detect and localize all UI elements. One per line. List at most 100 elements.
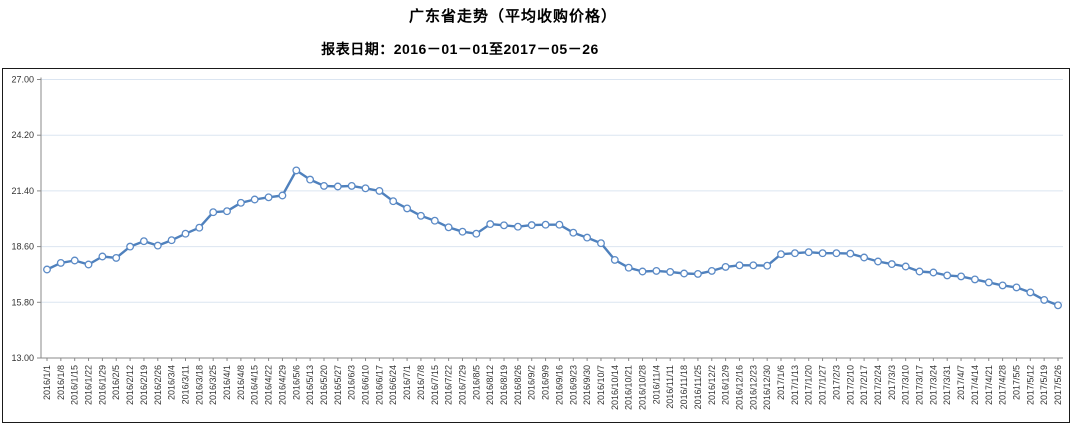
- data-point[interactable]: [957, 272, 966, 281]
- data-point[interactable]: [874, 257, 882, 266]
- data-point[interactable]: [486, 220, 495, 229]
- data-point[interactable]: [832, 249, 841, 258]
- data-point[interactable]: [998, 281, 1007, 290]
- data-point[interactable]: [804, 248, 813, 257]
- data-point[interactable]: [790, 249, 799, 258]
- data-point[interactable]: [624, 263, 633, 272]
- data-point[interactable]: [569, 228, 578, 237]
- data-point[interactable]: [56, 258, 65, 267]
- data-point[interactable]: [361, 184, 370, 193]
- data-point[interactable]: [139, 237, 148, 246]
- data-point[interactable]: [153, 241, 162, 250]
- data-point[interactable]: [735, 261, 744, 270]
- data-point[interactable]: [195, 223, 204, 232]
- data-point[interactable]: [887, 260, 896, 269]
- y-tick-label: 24.20: [11, 130, 34, 140]
- x-tick-label: 2016/10/28: [638, 365, 648, 410]
- x-tick-label: 2016/7/8: [416, 365, 426, 400]
- data-point[interactable]: [763, 261, 772, 270]
- data-point[interactable]: [846, 249, 855, 258]
- line-chart: 13.00 15.80 18.60 21.40 24.20 27.00 2016/1/1 20…: [11, 74, 1063, 410]
- data-point[interactable]: [181, 229, 190, 238]
- data-point[interactable]: [43, 265, 51, 274]
- data-point[interactable]: [970, 275, 979, 284]
- x-tick-label: 2016/6/3: [347, 365, 357, 400]
- data-point[interactable]: [1012, 283, 1021, 292]
- x-tick-label: 2017/2/24: [873, 365, 883, 405]
- x-tick-label: 2017/4/28: [998, 365, 1008, 405]
- chart-title: 广东省走势（平均收购价格）: [408, 8, 617, 25]
- data-point[interactable]: [984, 278, 993, 287]
- x-tick-label: 2017/1/20: [804, 365, 814, 405]
- data-point[interactable]: [1040, 295, 1049, 304]
- x-tick-label: 2017/3/10: [901, 365, 911, 405]
- data-point[interactable]: [70, 256, 79, 265]
- data-point[interactable]: [777, 250, 785, 259]
- x-tick-label: 2017/2/10: [845, 365, 855, 405]
- data-point[interactable]: [84, 260, 93, 269]
- data-point[interactable]: [126, 242, 135, 251]
- x-tick-label: 2016/6/10: [361, 365, 371, 405]
- x-tick-label: 2017/1/27: [818, 365, 828, 405]
- data-point[interactable]: [333, 182, 342, 191]
- x-tick-label: 2016/2/19: [139, 365, 149, 405]
- x-tick-label: 2017/1/6: [776, 365, 786, 400]
- data-point[interactable]: [389, 197, 398, 206]
- data-point[interactable]: [347, 181, 356, 190]
- data-point[interactable]: [721, 262, 730, 271]
- data-point[interactable]: [306, 175, 315, 184]
- x-tick-label: 2016/10/21: [624, 365, 634, 410]
- data-point[interactable]: [666, 267, 675, 276]
- data-point[interactable]: [901, 262, 910, 271]
- data-point[interactable]: [1054, 301, 1062, 310]
- data-point[interactable]: [638, 267, 647, 276]
- data-point[interactable]: [403, 204, 412, 213]
- x-tick-label: 2016/5/20: [319, 365, 329, 405]
- data-point[interactable]: [250, 195, 259, 204]
- x-tick-label: 2016/7/22: [444, 365, 454, 405]
- y-tick-label: 15.80: [11, 297, 34, 307]
- data-point[interactable]: [915, 267, 924, 276]
- data-point[interactable]: [375, 186, 384, 195]
- data-point[interactable]: [98, 252, 107, 261]
- data-point[interactable]: [500, 221, 508, 230]
- data-point[interactable]: [167, 236, 176, 245]
- data-point[interactable]: [444, 223, 453, 232]
- data-point[interactable]: [541, 220, 550, 229]
- data-point[interactable]: [860, 253, 869, 262]
- x-tick-label: 2017/3/3: [887, 365, 897, 400]
- data-point[interactable]: [707, 266, 716, 275]
- data-point[interactable]: [430, 216, 439, 225]
- data-point[interactable]: [292, 166, 301, 175]
- data-point[interactable]: [223, 207, 231, 216]
- data-point[interactable]: [652, 266, 661, 275]
- data-point[interactable]: [929, 268, 938, 277]
- data-point[interactable]: [112, 253, 121, 262]
- x-tick-label: 2017/2/17: [859, 365, 869, 405]
- data-point[interactable]: [527, 221, 536, 230]
- data-point[interactable]: [458, 227, 467, 236]
- data-point[interactable]: [943, 271, 952, 280]
- data-point[interactable]: [583, 233, 592, 242]
- data-point[interactable]: [749, 261, 758, 270]
- data-point[interactable]: [1026, 288, 1035, 297]
- data-point[interactable]: [264, 193, 273, 202]
- x-tick-label: 2016/7/29: [457, 365, 467, 405]
- data-point[interactable]: [278, 191, 287, 200]
- data-point[interactable]: [693, 269, 702, 278]
- data-point[interactable]: [472, 229, 481, 238]
- data-point[interactable]: [236, 198, 245, 207]
- data-point[interactable]: [555, 220, 564, 229]
- data-point[interactable]: [818, 249, 827, 258]
- data-point[interactable]: [610, 255, 619, 264]
- data-point[interactable]: [416, 211, 425, 220]
- x-tick-label: 2017/4/14: [970, 365, 980, 405]
- data-point[interactable]: [209, 208, 218, 217]
- data-point[interactable]: [513, 222, 522, 231]
- x-tick-label: 2016/9/16: [554, 365, 564, 405]
- data-point[interactable]: [680, 269, 689, 278]
- data-point[interactable]: [320, 181, 328, 190]
- x-tick-label: 2016/1/8: [56, 365, 66, 400]
- y-tick-label: 27.00: [11, 74, 34, 84]
- data-point[interactable]: [597, 239, 605, 248]
